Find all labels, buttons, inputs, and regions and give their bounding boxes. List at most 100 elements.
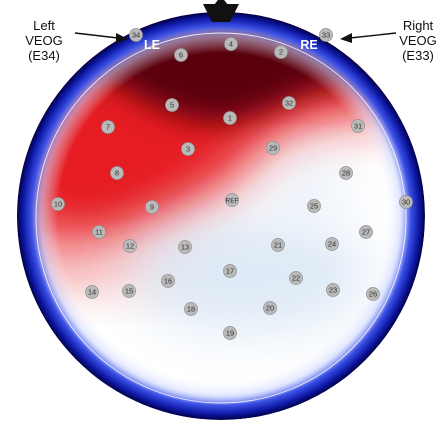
electrode-16: 16 — [161, 274, 175, 288]
electrode-marker — [101, 120, 115, 134]
electrode-label: 27 — [362, 228, 370, 237]
electrode-marker — [85, 285, 99, 299]
left-eye-label: LE — [144, 38, 160, 52]
electrode-marker — [161, 274, 175, 288]
electrode-label: 24 — [328, 240, 336, 249]
electrode-13: 13 — [178, 240, 192, 254]
electrode-label: 23 — [329, 286, 337, 295]
electrode-2: 2 — [274, 45, 288, 59]
electrode-label: 6 — [179, 51, 183, 60]
electrode-marker — [123, 239, 137, 253]
electrode-marker — [223, 326, 237, 340]
right-eye-label: RE — [300, 38, 317, 52]
left-veog-label-line1: Left — [33, 18, 55, 33]
electrode-20: 20 — [263, 301, 277, 315]
electrode-label: 30 — [402, 198, 410, 207]
electrode-label: 10 — [54, 200, 62, 209]
electrode-12: 12 — [123, 239, 137, 253]
electrode-label: 7 — [106, 123, 110, 132]
electrode-label: 25 — [310, 202, 318, 211]
electrode-marker — [223, 111, 237, 125]
electrode-label: 19 — [226, 329, 234, 338]
electrode-marker — [319, 28, 333, 42]
electrode-marker — [181, 142, 195, 156]
electrode-marker — [266, 141, 280, 155]
electrode-label: 1 — [228, 114, 232, 123]
electrode-marker — [282, 96, 296, 110]
electrode-label: 15 — [125, 287, 133, 296]
right-veog-label-line3: (E33) — [402, 48, 434, 63]
left-veog-label: Left VEOG (E34) — [14, 18, 74, 63]
electrode-label: 21 — [274, 241, 282, 250]
electrode-marker — [351, 119, 365, 133]
right-veog-label-line2: VEOG — [399, 33, 437, 48]
electrode-label: 8 — [115, 169, 119, 178]
electrode-marker — [178, 240, 192, 254]
electrode-7: 7 — [101, 120, 115, 134]
electrode-marker — [110, 166, 124, 180]
electrode-22: 22 — [289, 271, 303, 285]
electrode-label: 17 — [226, 267, 234, 276]
electrode-label: 9 — [150, 203, 154, 212]
right-veog-arrowhead — [340, 33, 352, 43]
electrode-5: 5 — [165, 98, 179, 112]
electrode-11: 11 — [92, 225, 106, 239]
right-veog-label-line1: Right — [402, 18, 434, 33]
electrode-marker — [122, 284, 136, 298]
electrode-1: 1 — [223, 111, 237, 125]
electrode-marker — [399, 195, 413, 209]
electrode-9: 9 — [145, 200, 159, 214]
electrode-marker — [307, 199, 321, 213]
electrode-label: 26 — [369, 290, 377, 299]
electrode-marker — [184, 302, 198, 316]
electrode-label: 33 — [322, 31, 330, 40]
electrode-label: 18 — [187, 305, 195, 314]
electrode-marker — [271, 238, 285, 252]
electrode-marker — [359, 225, 373, 239]
inner-reference-circle — [35, 32, 407, 404]
electrode-31: 31 — [351, 119, 365, 133]
electrode-ref: REF — [225, 193, 239, 207]
electrode-18: 18 — [184, 302, 198, 316]
electrode-marker — [224, 37, 238, 51]
electrode-marker — [289, 271, 303, 285]
electrode-15: 15 — [122, 284, 136, 298]
left-veog-pointer-line — [74, 32, 119, 39]
electrode-marker — [129, 28, 143, 42]
electrode-6: 6 — [174, 48, 188, 62]
electrode-label: 34 — [132, 31, 140, 40]
electrode-label: 3 — [186, 145, 190, 154]
electrode-21: 21 — [271, 238, 285, 252]
electrode-label: 16 — [164, 277, 172, 286]
electrode-label: 11 — [95, 228, 103, 237]
electrode-25: 25 — [307, 199, 321, 213]
left-veog-label-line2: VEOG — [25, 33, 63, 48]
electrode-14: 14 — [85, 285, 99, 299]
electrode-marker — [174, 48, 188, 62]
electrode-marker — [339, 166, 353, 180]
electrode-17: 17 — [223, 264, 237, 278]
electrode-27: 27 — [359, 225, 373, 239]
electrode-23: 23 — [326, 283, 340, 297]
electrode-4: 4 — [224, 37, 238, 51]
electrode-label: 31 — [354, 122, 362, 131]
electrode-marker — [92, 225, 106, 239]
electrode-marker — [263, 301, 277, 315]
electrode-19: 19 — [223, 326, 237, 340]
electrode-marker — [326, 283, 340, 297]
electrode-label: 32 — [285, 99, 293, 108]
electrode-marker — [325, 237, 339, 251]
electrode-32: 32 — [282, 96, 296, 110]
left-veog-label-line3: (E34) — [28, 48, 60, 63]
nose-tip — [207, 0, 235, 14]
electrode-26: 26 — [366, 287, 380, 301]
electrode-3: 3 — [181, 142, 195, 156]
electrode-marker — [165, 98, 179, 112]
left-veog-arrowhead — [116, 33, 128, 43]
electrode-marker — [366, 287, 380, 301]
electrode-28: 28 — [339, 166, 353, 180]
electrode-8: 8 — [110, 166, 124, 180]
right-veog-pointer-line — [349, 32, 397, 39]
